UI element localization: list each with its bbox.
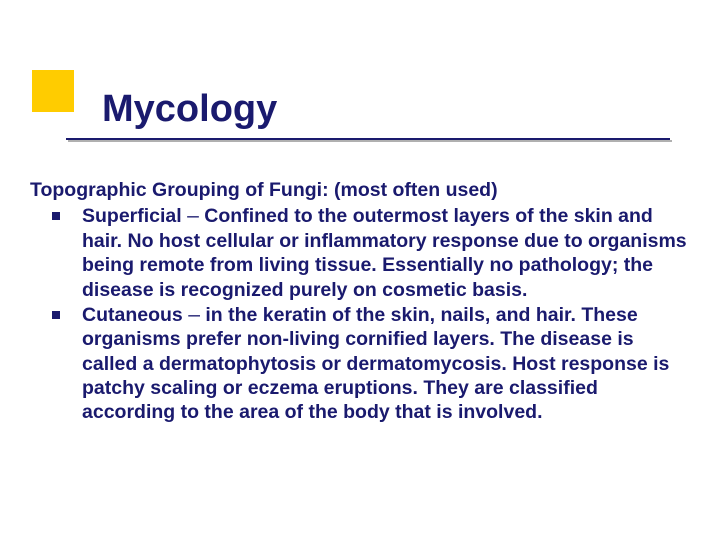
dash-icon: – xyxy=(188,303,200,326)
bullet-icon xyxy=(52,212,60,220)
bullet-term: Cutaneous xyxy=(82,304,183,326)
list-item: Cutaneous – in the keratin of the skin, … xyxy=(30,303,690,425)
dash-icon: – xyxy=(187,204,199,227)
bullet-term: Superficial xyxy=(82,205,182,227)
list-item: Superficial – Confined to the outermost … xyxy=(30,204,690,302)
title-accent-block xyxy=(32,70,74,112)
bullet-text: Cutaneous – in the keratin of the skin, … xyxy=(82,303,690,425)
title-underline-shadow xyxy=(68,140,672,142)
page-title: Mycology xyxy=(102,88,277,131)
title-underline xyxy=(66,138,670,140)
intro-text: Topographic Grouping of Fungi: (most oft… xyxy=(30,178,690,202)
bullet-text: Superficial – Confined to the outermost … xyxy=(82,204,690,302)
content-region: Topographic Grouping of Fungi: (most oft… xyxy=(30,178,690,425)
bullet-icon xyxy=(52,311,60,319)
